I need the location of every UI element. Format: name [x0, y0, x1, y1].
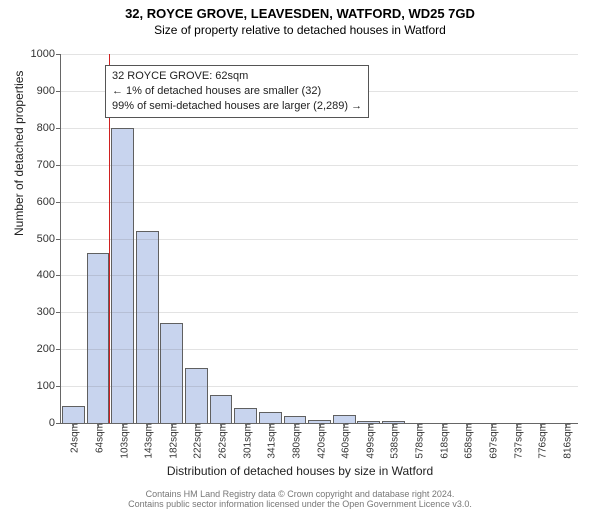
bar — [234, 408, 257, 423]
attribution: Contains HM Land Registry data © Crown c… — [0, 489, 600, 509]
y-tick-mark — [56, 386, 61, 387]
x-tick-mark — [492, 423, 493, 428]
x-tick-label: 578sqm — [411, 423, 426, 459]
x-tick-label: 341sqm — [263, 423, 278, 459]
y-tick-mark — [56, 91, 61, 92]
chart-area: 24sqm64sqm103sqm143sqm182sqm222sqm262sqm… — [60, 54, 578, 424]
gridline — [61, 312, 578, 313]
gridline — [61, 275, 578, 276]
x-tick-mark — [566, 423, 567, 428]
bar — [333, 415, 356, 423]
bar — [259, 412, 282, 423]
annotation-line3: 99% of semi-detached houses are larger (… — [112, 99, 362, 114]
y-tick-mark — [56, 128, 61, 129]
x-tick-mark — [295, 423, 296, 428]
x-tick-mark — [393, 423, 394, 428]
x-tick-mark — [246, 423, 247, 428]
x-tick-label: 737sqm — [509, 423, 524, 459]
x-tick-label: 697sqm — [484, 423, 499, 459]
gridline — [61, 239, 578, 240]
x-tick-mark — [541, 423, 542, 428]
x-tick-label: 103sqm — [115, 423, 130, 459]
x-axis-label: Distribution of detached houses by size … — [0, 464, 600, 478]
y-tick-mark — [56, 54, 61, 55]
chart-subtitle: Size of property relative to detached ho… — [0, 23, 600, 37]
attribution-line2: Contains public sector information licen… — [128, 499, 472, 509]
x-tick-label: 301sqm — [238, 423, 253, 459]
x-tick-label: 618sqm — [435, 423, 450, 459]
x-tick-label: 816sqm — [558, 423, 573, 459]
bar — [210, 395, 233, 423]
y-tick-mark — [56, 165, 61, 166]
x-tick-mark — [147, 423, 148, 428]
x-tick-label: 499sqm — [361, 423, 376, 459]
x-tick-mark — [418, 423, 419, 428]
x-tick-label: 262sqm — [214, 423, 229, 459]
y-tick-mark — [56, 349, 61, 350]
annotation-line1: 32 ROYCE GROVE: 62sqm — [112, 69, 362, 84]
x-tick-label: 143sqm — [140, 423, 155, 459]
x-tick-label: 776sqm — [534, 423, 549, 459]
bar — [136, 231, 159, 423]
x-tick-mark — [443, 423, 444, 428]
annotation-box: 32 ROYCE GROVE: 62sqm ← 1% of detached h… — [105, 65, 369, 118]
y-tick-mark — [56, 312, 61, 313]
x-tick-label: 460sqm — [337, 423, 352, 459]
x-tick-mark — [320, 423, 321, 428]
x-tick-mark — [467, 423, 468, 428]
y-tick-mark — [56, 275, 61, 276]
x-tick-mark — [344, 423, 345, 428]
attribution-line1: Contains HM Land Registry data © Crown c… — [146, 489, 455, 499]
bar — [185, 368, 208, 423]
annotation-line2: ← 1% of detached houses are smaller (32) — [112, 84, 362, 99]
gridline — [61, 165, 578, 166]
x-tick-label: 380sqm — [287, 423, 302, 459]
y-axis-label: Number of detached properties — [12, 71, 26, 236]
bar — [284, 416, 307, 423]
gridline — [61, 349, 578, 350]
x-tick-mark — [172, 423, 173, 428]
gridline — [61, 386, 578, 387]
y-tick-mark — [56, 423, 61, 424]
x-tick-label: 538sqm — [386, 423, 401, 459]
x-tick-label: 182sqm — [164, 423, 179, 459]
x-tick-mark — [196, 423, 197, 428]
y-tick-mark — [56, 202, 61, 203]
gridline — [61, 128, 578, 129]
x-tick-label: 658sqm — [460, 423, 475, 459]
chart-title: 32, ROYCE GROVE, LEAVESDEN, WATFORD, WD2… — [0, 6, 600, 21]
x-tick-label: 222sqm — [189, 423, 204, 459]
y-tick-mark — [56, 239, 61, 240]
x-tick-label: 420sqm — [312, 423, 327, 459]
x-tick-mark — [98, 423, 99, 428]
x-tick-mark — [73, 423, 74, 428]
bar — [87, 253, 110, 423]
gridline — [61, 54, 578, 55]
x-tick-mark — [123, 423, 124, 428]
x-tick-mark — [517, 423, 518, 428]
bar — [160, 323, 183, 423]
x-tick-mark — [270, 423, 271, 428]
bar — [62, 406, 85, 423]
gridline — [61, 202, 578, 203]
x-tick-mark — [221, 423, 222, 428]
x-tick-mark — [369, 423, 370, 428]
